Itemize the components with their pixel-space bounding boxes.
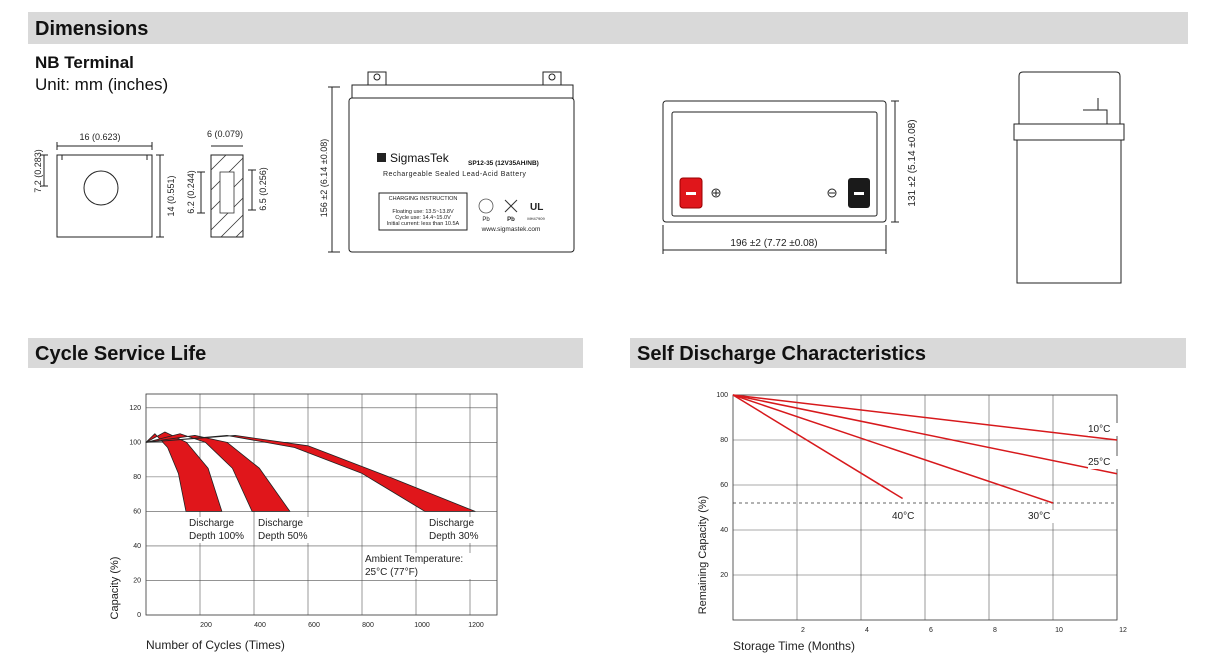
battery-front <box>328 71 575 253</box>
dimension-label: 16 (0.623) <box>79 132 120 142</box>
series-label-box: 10°C <box>1088 423 1118 436</box>
dimension-label: 6.5 (0.256) <box>258 167 268 211</box>
description: Rechargeable Sealed Lead-Acid Battery <box>383 171 526 178</box>
y-tick-label: 80 <box>133 474 141 481</box>
x-tick-label: 8 <box>993 627 997 634</box>
line <box>732 394 1118 475</box>
instruction-title: CHARGING INSTRUCTION <box>389 196 458 202</box>
x-tick-label: 200 <box>200 622 212 629</box>
x-tick-label: 12 <box>1119 627 1127 634</box>
terminal-title: NB Terminal <box>35 53 134 72</box>
y-tick-label: 60 <box>720 482 728 489</box>
series-label-box: Discharge Depth 100% <box>189 517 251 543</box>
x-tick-label: 2 <box>801 627 805 634</box>
series-label-box: 25°C <box>1088 456 1118 469</box>
series-label-box: 30°C <box>1028 510 1058 523</box>
x-axis-label: Storage Time (Months) <box>733 639 855 653</box>
y-axis-label: Remaining Capacity (%) <box>697 496 709 615</box>
section-title: Dimensions <box>35 18 148 40</box>
y-tick-label: 120 <box>129 405 141 412</box>
dimension-label: 156 ±2 (6.14 ±0.08) <box>319 139 329 217</box>
band <box>145 435 476 512</box>
recycle-icon <box>478 198 494 214</box>
section-bar <box>28 12 1188 44</box>
series-label: Discharge Depth 100% <box>189 517 251 543</box>
section-bar <box>630 338 1186 368</box>
section-title: Self Discharge Characteristics <box>637 343 926 365</box>
series-label-box: Discharge Depth 30% <box>429 517 484 543</box>
dimension-label: 7.2 (0.283) <box>33 149 43 193</box>
dimension-label: 14 (0.551) <box>166 175 176 216</box>
y-tick-label: 40 <box>133 543 141 550</box>
y-tick-label: 0 <box>137 612 141 619</box>
instruction: Cycle use: 14.4~15.0V <box>395 215 451 221</box>
series-label: 30°C <box>1028 510 1058 523</box>
series-label: 10°C <box>1088 423 1118 436</box>
y-axis-label: Capacity (%) <box>109 557 121 620</box>
annotation-box: Ambient Temperature: 25°C (77°F) <box>365 553 475 579</box>
website: www.sigmastek.com <box>481 226 541 233</box>
x-tick-label: 400 <box>254 622 266 629</box>
x-tick-label: 600 <box>308 622 320 629</box>
line <box>732 394 1118 441</box>
x-tick-label: 6 <box>929 627 933 634</box>
dimension-label: 6 (0.079) <box>207 129 243 139</box>
symbol: Pb <box>482 217 490 223</box>
x-tick-label: 1200 <box>468 622 484 629</box>
certification: MH47909 <box>527 216 545 221</box>
y-tick-label: 100 <box>129 439 141 446</box>
x-axis-label: Number of Cycles (Times) <box>146 638 285 652</box>
y-tick-label: 20 <box>720 572 728 579</box>
y-tick-label: 80 <box>720 437 728 444</box>
instruction: Initial current: less than 10.5A <box>387 221 460 227</box>
section-bar <box>28 338 583 368</box>
dimension-label: 196 ±2 (7.72 ±0.08) <box>730 238 817 249</box>
unit: Unit: mm (inches) <box>35 75 168 94</box>
x-tick-label: 800 <box>362 622 374 629</box>
line <box>732 394 1054 504</box>
series-label: Discharge Depth 50% <box>258 517 313 543</box>
y-tick-label: 40 <box>720 527 728 534</box>
series-label: 40°C <box>892 510 922 523</box>
battery-top <box>662 100 899 254</box>
annotation: Ambient Temperature: 25°C (77°F) <box>365 553 475 579</box>
instruction: Floating use: 13.5~13.8V <box>392 209 454 215</box>
series-label: Discharge Depth 30% <box>429 517 484 543</box>
battery-side <box>1013 71 1125 284</box>
dimension-label: 131 ±2 (5.14 ±0.08) <box>907 119 918 206</box>
series-label: 25°C <box>1088 456 1118 469</box>
x-tick-label: 10 <box>1055 627 1063 634</box>
section-title: Cycle Service Life <box>35 343 206 365</box>
x-tick-label: 4 <box>865 627 869 634</box>
bin-icon <box>504 199 518 213</box>
dimension-label: 6.2 (0.244) <box>186 170 196 214</box>
symbol: Pb <box>507 217 515 223</box>
y-tick-label: 60 <box>133 508 141 515</box>
x-tick-label: 1000 <box>414 622 430 629</box>
series-label-box: Discharge Depth 50% <box>258 517 313 543</box>
ul-logo: UL <box>530 202 543 213</box>
terminal-drawing <box>40 142 256 238</box>
model: SP12-35 (12V35AH/NB) <box>468 160 539 167</box>
line <box>732 394 903 500</box>
y-tick-label: 100 <box>716 392 728 399</box>
series-label-box: 40°C <box>892 510 922 523</box>
brand: SigmasTek <box>390 151 450 165</box>
y-tick-label: 20 <box>133 577 141 584</box>
